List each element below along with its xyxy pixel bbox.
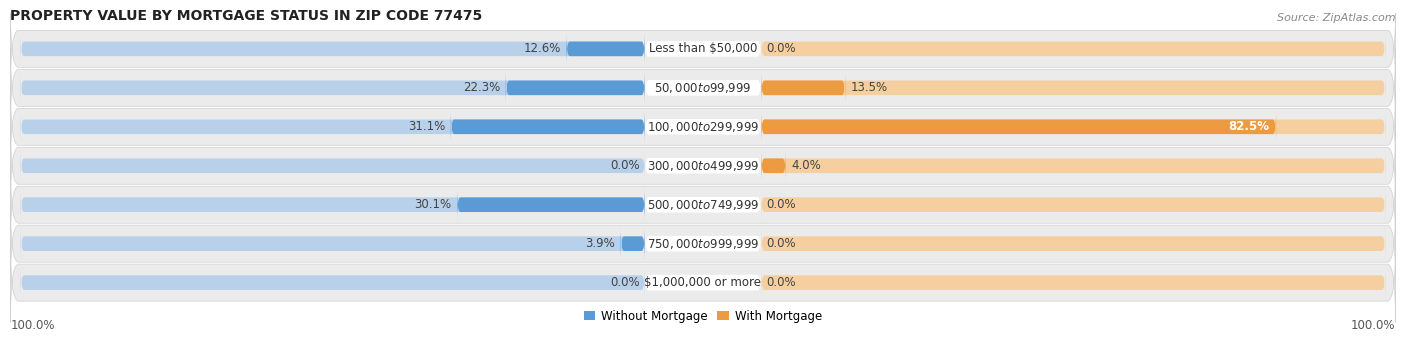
FancyBboxPatch shape [21,71,645,105]
Text: 100.0%: 100.0% [10,319,55,332]
Text: $300,000 to $499,999: $300,000 to $499,999 [647,159,759,173]
FancyBboxPatch shape [761,227,1385,261]
FancyBboxPatch shape [451,110,645,144]
FancyBboxPatch shape [761,32,1385,66]
FancyBboxPatch shape [10,243,1396,323]
FancyBboxPatch shape [21,227,645,261]
Text: 0.0%: 0.0% [766,276,796,289]
Legend: Without Mortgage, With Mortgage: Without Mortgage, With Mortgage [579,305,827,327]
FancyBboxPatch shape [21,149,645,183]
Text: $500,000 to $749,999: $500,000 to $749,999 [647,198,759,212]
FancyBboxPatch shape [645,71,761,104]
Text: 4.0%: 4.0% [792,159,821,172]
Text: 82.5%: 82.5% [1229,120,1270,133]
Text: 31.1%: 31.1% [408,120,446,133]
FancyBboxPatch shape [21,32,645,66]
FancyBboxPatch shape [567,32,645,66]
Text: $100,000 to $299,999: $100,000 to $299,999 [647,120,759,134]
Text: 0.0%: 0.0% [610,276,640,289]
Text: 0.0%: 0.0% [766,198,796,211]
Text: $1,000,000 or more: $1,000,000 or more [644,276,762,289]
FancyBboxPatch shape [645,227,761,260]
Text: 3.9%: 3.9% [585,237,616,250]
FancyBboxPatch shape [457,188,645,222]
FancyBboxPatch shape [21,266,645,300]
FancyBboxPatch shape [645,149,761,182]
FancyBboxPatch shape [10,204,1396,284]
FancyBboxPatch shape [21,110,645,144]
Text: 0.0%: 0.0% [766,42,796,55]
FancyBboxPatch shape [761,188,1385,222]
FancyBboxPatch shape [10,165,1396,245]
Text: Source: ZipAtlas.com: Source: ZipAtlas.com [1277,13,1396,22]
FancyBboxPatch shape [620,227,645,261]
FancyBboxPatch shape [761,71,1385,105]
FancyBboxPatch shape [761,110,1385,144]
FancyBboxPatch shape [21,188,645,222]
FancyBboxPatch shape [506,71,645,105]
Text: 0.0%: 0.0% [766,237,796,250]
FancyBboxPatch shape [10,126,1396,206]
FancyBboxPatch shape [10,87,1396,167]
Text: 0.0%: 0.0% [610,159,640,172]
FancyBboxPatch shape [645,266,761,299]
Text: 13.5%: 13.5% [851,81,887,94]
Text: 100.0%: 100.0% [1351,319,1396,332]
FancyBboxPatch shape [761,266,1385,300]
Text: 30.1%: 30.1% [415,198,451,211]
FancyBboxPatch shape [10,9,1396,89]
FancyBboxPatch shape [761,71,845,105]
Text: 12.6%: 12.6% [523,42,561,55]
Text: PROPERTY VALUE BY MORTGAGE STATUS IN ZIP CODE 77475: PROPERTY VALUE BY MORTGAGE STATUS IN ZIP… [10,8,482,22]
FancyBboxPatch shape [645,110,761,143]
Text: $750,000 to $999,999: $750,000 to $999,999 [647,237,759,251]
Text: $50,000 to $99,999: $50,000 to $99,999 [654,81,752,95]
FancyBboxPatch shape [761,110,1277,144]
FancyBboxPatch shape [645,188,761,221]
Text: Less than $50,000: Less than $50,000 [648,42,758,55]
Text: 22.3%: 22.3% [463,81,501,94]
FancyBboxPatch shape [761,149,786,183]
FancyBboxPatch shape [645,32,761,65]
FancyBboxPatch shape [10,48,1396,128]
FancyBboxPatch shape [761,149,1385,183]
